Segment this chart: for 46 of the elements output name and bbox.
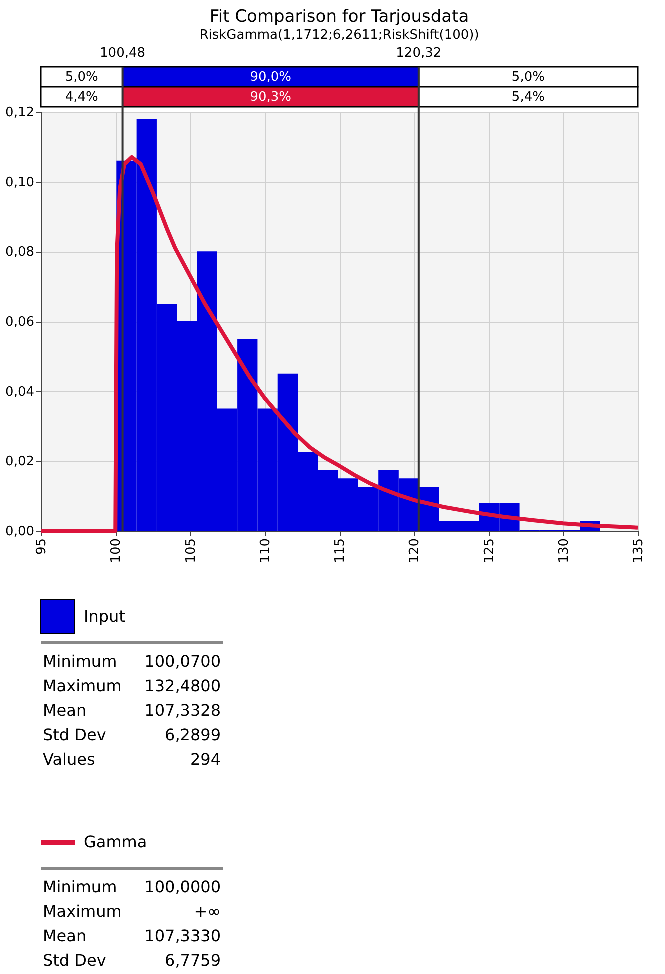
text: 5,0%	[65, 70, 98, 85]
text: 100,0000	[144, 878, 221, 896]
text: +∞	[194, 902, 221, 921]
y-tick-label: 0,02	[6, 454, 34, 470]
x-tick-label: 105	[184, 538, 199, 564]
text: Minimum	[43, 878, 118, 896]
x-tick-label: 110	[258, 538, 274, 564]
text: 107,3330	[144, 926, 221, 946]
x-tick-label: 130	[556, 538, 572, 564]
y-tick-label: 0,12	[6, 106, 34, 120]
y-tick-label: 0,00	[6, 524, 34, 540]
text: 132,4800	[144, 676, 221, 696]
text: Std Dev	[43, 726, 106, 744]
text: 90,3%	[250, 90, 292, 105]
chart-title: Fit Comparison for Tarjousdata	[210, 7, 470, 27]
text: Values	[43, 750, 96, 769]
legend-label: Input	[84, 607, 126, 626]
x-tick-label: 95	[34, 538, 50, 556]
y-tick-label: 0,04	[6, 384, 34, 400]
text: 6,7759	[165, 951, 221, 970]
text: 5,0%	[512, 70, 545, 85]
chart-subtitle: RiskGamma(1,1712;6,2611;RiskShift(100))	[200, 28, 480, 43]
y-tick-label: 0,06	[6, 315, 34, 330]
ref-line-label: 120,32	[396, 46, 442, 61]
text: Maximum	[43, 676, 122, 696]
y-tick-label: 0,10	[6, 175, 34, 190]
text: Minimum	[43, 652, 118, 671]
text: Std Dev	[43, 951, 106, 970]
text: 294	[190, 750, 221, 769]
x-tick-label: 135	[632, 538, 646, 564]
text: 100,0700	[144, 652, 221, 671]
text: 4,4%	[65, 90, 98, 105]
ref-line-label: 100,48	[100, 46, 146, 61]
legend-label: Gamma	[84, 832, 148, 852]
y-tick-label: 0,08	[6, 245, 34, 260]
x-tick-label: 120	[408, 538, 423, 564]
text: Mean	[43, 926, 87, 946]
text: 6,2899	[165, 726, 221, 744]
text: Mean	[43, 701, 87, 720]
x-tick-label: 115	[333, 538, 348, 564]
text: 107,3328	[144, 701, 221, 720]
text: 90,0%	[250, 70, 292, 85]
text: 5,4%	[512, 90, 545, 105]
text: Maximum	[43, 902, 122, 921]
x-tick-label: 100	[109, 538, 124, 564]
x-tick-label: 125	[482, 538, 498, 564]
